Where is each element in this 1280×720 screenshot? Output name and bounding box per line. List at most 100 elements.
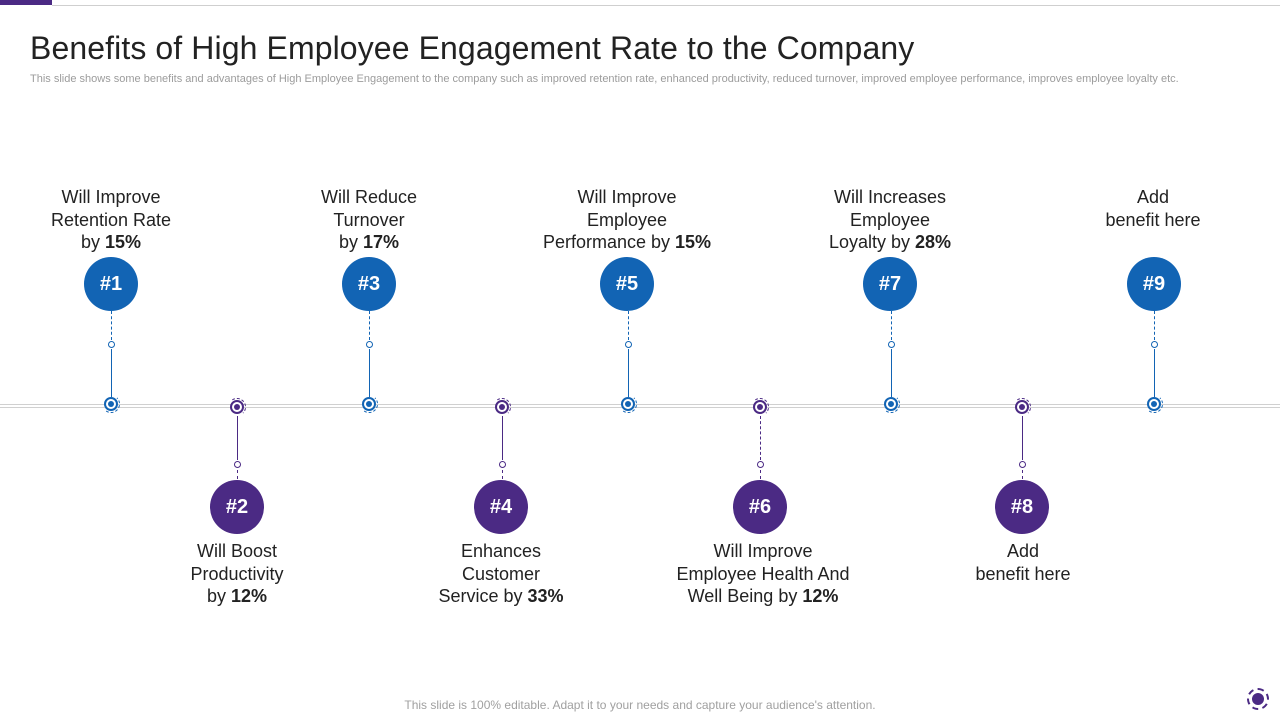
benefit-3-line-1: Will Reduce bbox=[320, 187, 418, 207]
benefit-2-line-1: Will Boost bbox=[196, 541, 277, 561]
benefit-7-timeline-node bbox=[882, 395, 900, 413]
benefit-1-line-3: by 15% bbox=[1, 231, 221, 254]
benefit-2-dashed-connector bbox=[236, 470, 238, 479]
slide-subtitle: This slide shows some benefits and advan… bbox=[30, 73, 1179, 85]
slide-title: Benefits of High Employee Engagement Rat… bbox=[30, 30, 915, 66]
benefit-badge-2: #2 bbox=[210, 480, 264, 534]
benefit-4-line-2: Customer bbox=[461, 563, 541, 584]
benefit-1-line-1: Will Improve bbox=[61, 187, 161, 207]
benefit-3-solid-connector bbox=[368, 349, 370, 397]
benefit-1-value: 15% bbox=[104, 232, 142, 252]
benefit-6-dashed-connector bbox=[759, 470, 761, 479]
benefit-7-line-1: Will Increases bbox=[833, 187, 947, 207]
benefit-7-solid-connector bbox=[890, 349, 892, 397]
benefit-2-timeline-node bbox=[228, 398, 246, 416]
benefit-9-line-2: benefit here bbox=[1105, 209, 1201, 230]
benefit-6-prefix: Well Being by bbox=[687, 586, 803, 606]
benefit-4-small-dot bbox=[498, 461, 506, 468]
benefit-9-solid-connector bbox=[1153, 349, 1155, 397]
benefit-label-7: Will Increases Employee Loyalty by 28% bbox=[780, 186, 1000, 254]
top-rule bbox=[52, 5, 1280, 6]
benefit-label-1: Will Improve Retention Rate by 15% bbox=[1, 186, 221, 254]
benefit-6-line-3: Well Being by 12% bbox=[653, 585, 873, 608]
benefit-2-line-2: Productivity bbox=[190, 563, 284, 584]
benefit-3-line-3: by 17% bbox=[259, 231, 479, 254]
benefit-badge-4: #4 bbox=[474, 480, 528, 534]
benefit-7-dashed-connector bbox=[890, 311, 892, 340]
benefit-1-dashed-connector bbox=[110, 311, 112, 340]
benefit-8-dashed-connector bbox=[1021, 470, 1023, 479]
benefit-1-solid-connector bbox=[110, 349, 112, 397]
benefit-9-timeline-node bbox=[1145, 395, 1163, 413]
benefit-5-solid-connector bbox=[627, 349, 629, 397]
benefit-8-line-2: benefit here bbox=[975, 563, 1071, 584]
benefit-9-line-1: Add bbox=[1136, 187, 1170, 207]
benefit-label-2: Will Boost Productivity by 12% bbox=[127, 540, 347, 608]
benefit-2-solid-connector bbox=[236, 416, 238, 460]
benefit-9-small-dot bbox=[1150, 341, 1158, 348]
benefit-8-timeline-node bbox=[1013, 398, 1031, 416]
benefit-2-line-3: by 12% bbox=[127, 585, 347, 608]
benefit-9-dashed-connector bbox=[1153, 311, 1155, 340]
benefit-4-dashed-connector bbox=[501, 470, 503, 479]
benefit-5-dashed-connector bbox=[627, 311, 629, 340]
benefit-label-4: Enhances Customer Service by 33% bbox=[391, 540, 611, 608]
benefit-6-line-1: Will Improve bbox=[713, 541, 813, 561]
footer-note: This slide is 100% editable. Adapt it to… bbox=[404, 698, 876, 712]
corner-logo-icon bbox=[1247, 688, 1269, 710]
benefit-5-line-3: Performance by 15% bbox=[517, 231, 737, 254]
benefit-badge-8: #8 bbox=[995, 480, 1049, 534]
benefit-label-8: Add benefit here bbox=[913, 540, 1133, 585]
benefit-4-solid-connector bbox=[501, 416, 503, 460]
benefit-label-5: Will Improve Employee Performance by 15% bbox=[517, 186, 737, 254]
benefit-4-prefix: Service by bbox=[438, 586, 528, 606]
benefit-3-line-2: Turnover bbox=[333, 209, 405, 230]
benefit-2-prefix: by bbox=[206, 586, 231, 606]
benefit-5-value: 15% bbox=[675, 232, 712, 252]
benefit-2-value: 12% bbox=[230, 586, 268, 606]
benefit-1-line-2: Retention Rate bbox=[50, 209, 172, 230]
benefit-4-line-1: Enhances bbox=[460, 541, 542, 561]
benefit-6-line-2: Employee Health And bbox=[676, 563, 850, 584]
benefit-8-line-1: Add bbox=[1006, 541, 1040, 561]
benefit-6-dashed-connector-upper bbox=[759, 416, 761, 460]
benefit-6-small-dot bbox=[756, 461, 764, 468]
benefit-3-timeline-node bbox=[360, 395, 378, 413]
benefit-5-small-dot bbox=[624, 341, 632, 348]
benefit-4-line-3: Service by 33% bbox=[391, 585, 611, 608]
benefit-badge-5: #5 bbox=[600, 257, 654, 311]
benefit-label-3: Will Reduce Turnover by 17% bbox=[259, 186, 479, 254]
benefit-3-dashed-connector bbox=[368, 311, 370, 340]
top-accent-bar bbox=[0, 0, 52, 5]
timeline-line bbox=[0, 404, 1280, 408]
benefit-8-solid-connector bbox=[1021, 416, 1023, 460]
benefit-7-prefix: Loyalty by bbox=[828, 232, 915, 252]
benefit-3-prefix: by bbox=[338, 232, 363, 252]
benefit-4-timeline-node bbox=[493, 398, 511, 416]
benefit-7-line-2: Employee bbox=[849, 209, 931, 230]
benefit-7-line-3: Loyalty by 28% bbox=[780, 231, 1000, 254]
benefit-badge-6: #6 bbox=[733, 480, 787, 534]
benefit-8-small-dot bbox=[1018, 461, 1026, 468]
benefit-1-timeline-node bbox=[102, 395, 120, 413]
benefit-5-line-1: Will Improve bbox=[577, 187, 677, 207]
benefit-badge-1: #1 bbox=[84, 257, 138, 311]
benefit-badge-9: #9 bbox=[1127, 257, 1181, 311]
benefit-6-value: 12% bbox=[802, 586, 839, 606]
benefit-3-value: 17% bbox=[362, 232, 400, 252]
benefit-badge-7: #7 bbox=[863, 257, 917, 311]
benefit-7-small-dot bbox=[887, 341, 895, 348]
benefit-4-value: 33% bbox=[527, 586, 564, 606]
benefit-5-line-2: Employee bbox=[586, 209, 668, 230]
benefit-badge-3: #3 bbox=[342, 257, 396, 311]
benefit-3-small-dot bbox=[365, 341, 373, 348]
benefit-7-value: 28% bbox=[915, 232, 952, 252]
benefit-1-prefix: by bbox=[80, 232, 105, 252]
benefit-1-small-dot bbox=[107, 341, 115, 348]
benefit-6-timeline-node bbox=[751, 398, 769, 416]
benefit-label-9: Add benefit here bbox=[1043, 186, 1263, 231]
benefit-2-small-dot bbox=[233, 461, 241, 468]
benefit-5-prefix: Performance by bbox=[542, 232, 676, 252]
benefit-5-timeline-node bbox=[619, 395, 637, 413]
benefit-label-6: Will Improve Employee Health And Well Be… bbox=[653, 540, 873, 608]
